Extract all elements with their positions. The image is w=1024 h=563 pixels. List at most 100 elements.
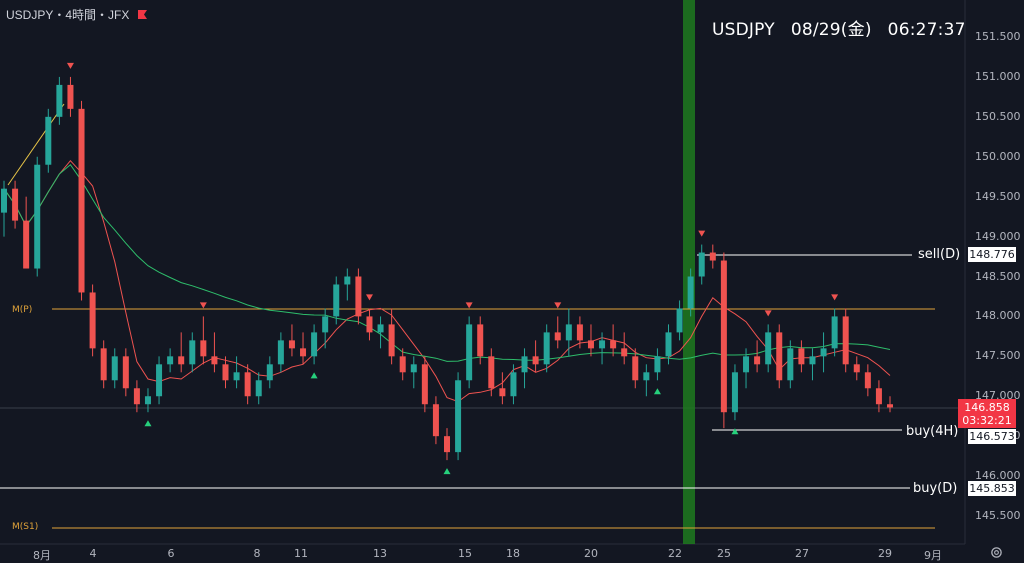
- symbol-title: USDJPY・4時間・JFX: [6, 8, 130, 22]
- x-tick-label: 18: [506, 547, 520, 560]
- x-tick-label: 6: [167, 547, 175, 560]
- candle-body: [787, 348, 794, 381]
- candle-body: [643, 372, 650, 381]
- candle-body: [754, 356, 761, 365]
- candle-body: [23, 220, 30, 269]
- symbol-header[interactable]: USDJPY・4時間・JFX: [6, 6, 148, 23]
- candle-body: [875, 388, 882, 405]
- candle-body: [12, 188, 19, 221]
- candle-body: [576, 324, 583, 341]
- y-tick-label: 150.000: [975, 149, 1021, 163]
- sell-signal-marker: [465, 302, 473, 309]
- candle-body: [111, 356, 118, 381]
- candle-body: [222, 364, 229, 381]
- x-tick-label: 9月: [924, 549, 942, 562]
- x-tick-label: 13: [373, 547, 387, 560]
- candle-body: [687, 276, 694, 309]
- candle-body: [720, 260, 727, 413]
- highlight-band: [683, 0, 695, 544]
- buy-4h-price: 146.573: [968, 429, 1016, 444]
- candle-body: [809, 356, 816, 365]
- buy-signal-marker: [144, 420, 152, 427]
- candle-body: [676, 308, 683, 333]
- x-tick-label: 8: [253, 547, 261, 560]
- candle-body: [233, 372, 240, 381]
- candle-body: [67, 84, 74, 109]
- clock-date: 08/29(金): [790, 20, 872, 40]
- candle-body: [632, 356, 639, 381]
- buy-signal-marker: [731, 428, 739, 435]
- y-tick-label: 148.500: [975, 269, 1021, 283]
- pivot-label: M(P): [12, 305, 33, 315]
- candle-body: [621, 348, 628, 357]
- candle-body: [776, 332, 783, 381]
- current-price: 146.858: [964, 401, 1010, 414]
- candle-body: [743, 356, 750, 373]
- candle-body: [554, 332, 561, 341]
- candle-body: [56, 84, 63, 117]
- slow-ma-line: [3, 163, 891, 362]
- candle-body: [133, 388, 140, 405]
- y-tick-label: 151.000: [975, 69, 1021, 83]
- flag-icon[interactable]: [137, 9, 148, 20]
- x-tick-label: 29: [878, 547, 892, 560]
- candle-body: [100, 348, 107, 381]
- candle-body: [820, 348, 827, 357]
- current-price-box: 146.858 03:32:21: [958, 399, 1016, 428]
- candle-body: [510, 372, 517, 397]
- candle-body: [488, 356, 495, 389]
- candle-body: [300, 348, 307, 357]
- candle-body: [521, 356, 528, 373]
- candle-body: [377, 324, 384, 333]
- y-tick-label: 145.500: [975, 509, 1021, 522]
- candle-body: [565, 324, 572, 341]
- candle-body: [421, 364, 428, 405]
- x-tick-label: 25: [717, 547, 731, 560]
- sell-signal-marker: [698, 230, 706, 237]
- candle-body: [654, 356, 661, 373]
- candle-body: [853, 364, 860, 373]
- candle-body: [266, 364, 273, 381]
- candle-body: [333, 284, 340, 317]
- candle-body: [842, 316, 849, 365]
- candle-body: [887, 404, 893, 408]
- candle-body: [288, 340, 295, 349]
- gear-icon[interactable]: [990, 546, 1003, 559]
- candle-body: [244, 372, 251, 397]
- buy-signal-marker: [443, 468, 451, 475]
- candle-body: [665, 332, 672, 357]
- buy-d-label: buy(D): [913, 481, 958, 496]
- candle-body: [731, 372, 738, 413]
- candle-body: [610, 340, 617, 349]
- candle-body: [864, 372, 871, 389]
- buy-signal-marker: [653, 388, 661, 395]
- candle-body: [1, 188, 7, 213]
- buy-d-price: 145.853: [968, 481, 1016, 496]
- y-tick-label: 147.500: [975, 349, 1021, 363]
- candle-body: [499, 388, 506, 397]
- sell-signal-marker: [831, 294, 839, 301]
- candle-body: [344, 276, 351, 285]
- candle-body: [543, 332, 550, 365]
- buy-4h-label: buy(4H): [906, 424, 959, 439]
- candle-body: [410, 364, 417, 373]
- y-tick-label: 146.000: [975, 469, 1021, 483]
- candle-body: [765, 332, 772, 365]
- candle-body: [200, 340, 207, 357]
- candle-body: [798, 348, 805, 365]
- y-tick-label: 149.000: [975, 229, 1021, 243]
- x-tick-label: 22: [668, 547, 682, 560]
- sell-signal-marker: [199, 302, 207, 309]
- candle-body: [599, 340, 606, 349]
- y-tick-label: 148.000: [975, 309, 1021, 323]
- candle-body: [466, 324, 473, 381]
- sell-signal-marker: [764, 310, 772, 317]
- candle-body: [178, 356, 185, 365]
- x-tick-label: 15: [458, 547, 472, 560]
- candle-body: [366, 316, 373, 333]
- x-tick-label: 4: [89, 547, 97, 560]
- candle-body: [355, 276, 362, 317]
- candle-body: [255, 380, 262, 397]
- candle-body: [444, 436, 450, 453]
